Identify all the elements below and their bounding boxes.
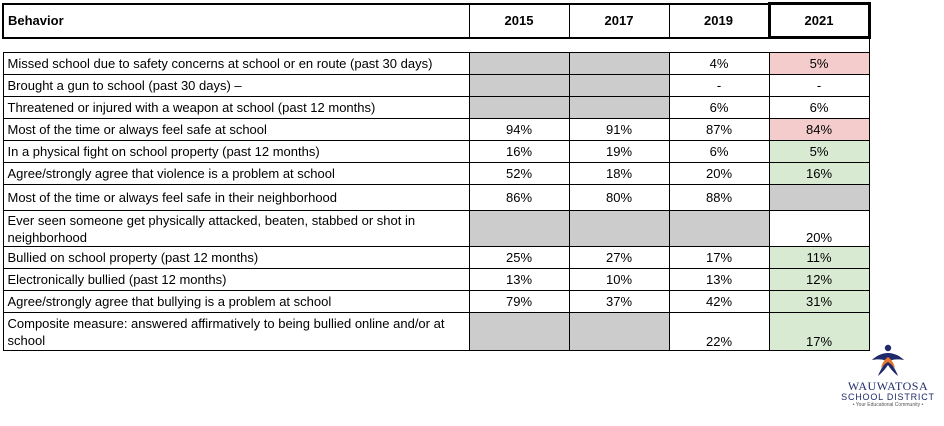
value-2017: 18% [568,162,670,185]
value-2021: 5% [768,52,870,75]
value-2015: 16% [468,140,570,163]
value-2019: 87% [668,118,770,141]
value-2019: 22% [668,312,770,351]
value-2017 [568,312,670,351]
value-2015: 94% [468,118,570,141]
table-row: Missed school due to safety concerns at … [2,52,870,75]
header-row: Behavior 2015 2017 2019 2021 [2,2,871,39]
value-2015: 52% [468,162,570,185]
district-logo: WAUWATOSA SCHOOL DISTRICT • Your Educati… [832,344,944,424]
value-2021: 20% [768,210,870,247]
value-2017 [568,210,670,247]
value-2017: 91% [568,118,670,141]
value-2017 [568,74,670,97]
value-2019: 6% [668,140,770,163]
spacer-row [3,37,870,53]
value-2021: 12% [768,268,870,291]
behavior-label: Most of the time or always feel safe at … [2,118,470,141]
value-2019: 88% [668,184,770,211]
behavior-label: Missed school due to safety concerns at … [2,52,470,75]
value-2017 [568,52,670,75]
behavior-label: Agree/strongly agree that bullying is a … [2,290,470,313]
value-2021: 16% [768,162,870,185]
table-row: Composite measure: answered affirmativel… [2,312,870,351]
table-row: Most of the time or always feel safe in … [2,184,870,211]
value-2021: 5% [768,140,870,163]
value-2015 [468,312,570,351]
table-row: In a physical fight on school property (… [2,140,870,163]
behavior-label: Electronically bullied (past 12 months) [2,268,470,291]
value-2021: 6% [768,96,870,119]
table-row: Ever seen someone get physically attacke… [2,210,870,247]
value-2021: 11% [768,246,870,269]
value-2015 [468,52,570,75]
value-2017: 37% [568,290,670,313]
behavior-label: Brought a gun to school (past 30 days) – [2,74,470,97]
header-2015: 2015 [468,2,570,39]
behavior-label: Agree/strongly agree that violence is a … [2,162,470,185]
behavior-label: Ever seen someone get physically attacke… [2,210,470,247]
logo-tagline: • Your Educational Community • [852,402,924,408]
value-2021 [768,184,870,211]
logo-subtitle: SCHOOL DISTRICT [841,392,935,402]
spacer-cell [3,38,469,53]
value-2017: 27% [568,246,670,269]
table-row: Agree/strongly agree that bullying is a … [2,290,870,313]
value-2015: 79% [468,290,570,313]
behavior-label: Bullied on school property (past 12 mont… [2,246,470,269]
table-row: Bullied on school property (past 12 mont… [2,246,870,269]
value-2021: 84% [768,118,870,141]
behavior-label: Composite measure: answered affirmativel… [2,312,470,351]
spacer-cell [469,38,569,53]
value-2019: - [668,74,770,97]
value-2017 [568,96,670,119]
logo-mark-icon [872,344,904,376]
spacer-cell [569,38,669,53]
value-2019: 20% [668,162,770,185]
header-2019: 2019 [668,2,770,39]
table-row: Brought a gun to school (past 30 days) –… [2,74,870,97]
value-2015: 86% [468,184,570,211]
value-2021: 31% [768,290,870,313]
value-2017: 80% [568,184,670,211]
spacer-cell [769,37,870,53]
header-behavior: Behavior [2,2,470,39]
header-2021: 2021 [767,2,871,39]
behavior-label: In a physical fight on school property (… [2,140,470,163]
table-row: Electronically bullied (past 12 months) 1… [2,268,870,291]
behavior-table: Behavior 2015 2017 2019 2021 Missed scho… [2,2,871,351]
value-2019: 4% [668,52,770,75]
header-2017: 2017 [568,2,670,39]
value-2017: 19% [568,140,670,163]
value-2019: 42% [668,290,770,313]
value-2015 [468,210,570,247]
value-2015: 25% [468,246,570,269]
logo-name: WAUWATOSA [847,379,929,393]
spacer-cell [669,38,769,53]
value-2019: 17% [668,246,770,269]
value-2015 [468,96,570,119]
value-2019: 13% [668,268,770,291]
table-row: Threatened or injured with a weapon at s… [2,96,870,119]
value-2021: - [768,74,870,97]
value-2015 [468,74,570,97]
value-2021: 17% [768,312,870,351]
table-row: Agree/strongly agree that violence is a … [2,162,870,185]
value-2015: 13% [468,268,570,291]
value-2019: 6% [668,96,770,119]
behavior-label: Threatened or injured with a weapon at s… [2,96,470,119]
value-2019 [668,210,770,247]
table-row: Most of the time or always feel safe at … [2,118,870,141]
value-2017: 10% [568,268,670,291]
behavior-label: Most of the time or always feel safe in … [2,184,470,211]
